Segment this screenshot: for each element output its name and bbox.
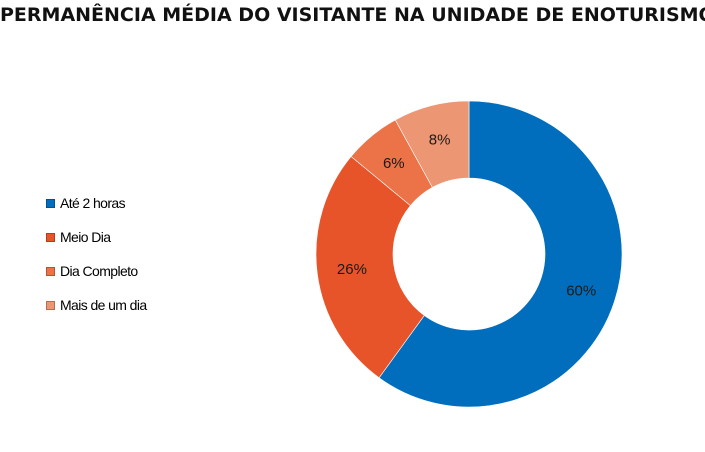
legend-item-ate-2-horas: Até 2 horas (46, 186, 147, 220)
donut-slices (315, 100, 623, 408)
slice-data-label: 60% (566, 282, 596, 299)
legend-item-mais-de-um-dia: Mais de um dia (46, 288, 147, 322)
donut-slice-1 (315, 156, 425, 379)
slice-data-label: 8% (429, 132, 451, 149)
legend-label: Mais de um dia (60, 297, 147, 313)
legend-swatch (46, 232, 55, 242)
legend-swatch (46, 266, 55, 276)
slice-data-label: 6% (383, 155, 405, 172)
legend: Até 2 horas Meio Dia Dia Completo Mais d… (46, 186, 147, 322)
donut-labels: 60% 26% 6% 8% (337, 132, 596, 300)
slice-data-label: 26% (337, 261, 367, 278)
legend-swatch (46, 300, 55, 310)
chart-title: PERMANÊNCIA MÉDIA DO VISITANTE NA UNIDAD… (0, 4, 705, 26)
legend-item-dia-completo: Dia Completo (46, 254, 147, 288)
legend-swatch (46, 198, 55, 208)
legend-item-meio-dia: Meio Dia (46, 220, 147, 254)
legend-label: Dia Completo (60, 263, 138, 279)
legend-label: Meio Dia (60, 229, 111, 245)
legend-label: Até 2 horas (60, 195, 126, 211)
donut-slice-3 (394, 100, 470, 188)
donut-slice-0 (378, 100, 623, 408)
